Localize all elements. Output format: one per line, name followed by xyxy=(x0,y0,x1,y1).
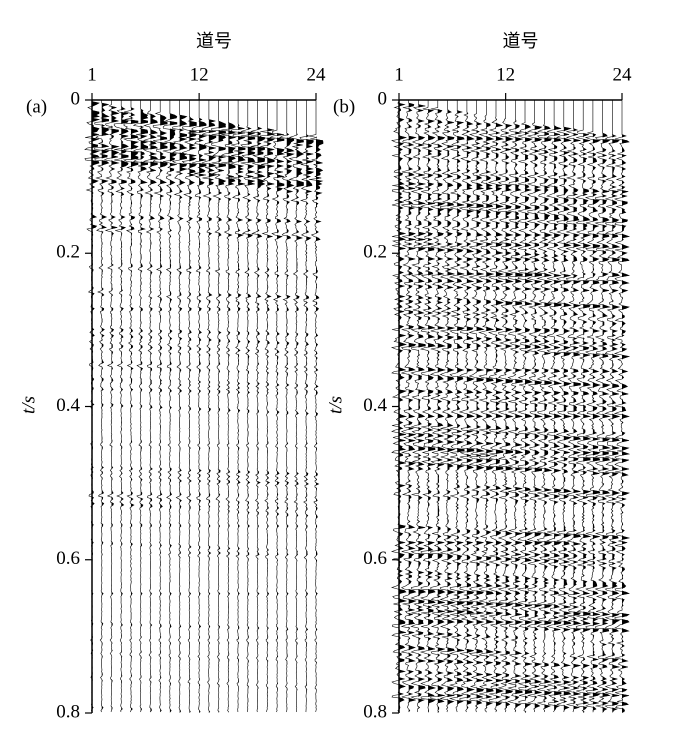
trace-wiggle xyxy=(594,100,611,713)
trace-wiggle xyxy=(191,100,208,713)
x-tick-label: 12 xyxy=(190,64,209,85)
trace-wiggle xyxy=(278,100,295,713)
y-axis-title: t/s xyxy=(325,396,346,414)
x-tick-label: 24 xyxy=(613,64,633,85)
trace-wiggle xyxy=(152,100,168,713)
trace-fill xyxy=(267,100,275,713)
trace-fill xyxy=(92,100,99,713)
trace-fill xyxy=(150,100,158,713)
trace-wiggle xyxy=(288,100,305,713)
trace-fill xyxy=(515,100,523,713)
trace-wiggle xyxy=(507,100,524,713)
trace-wiggle xyxy=(439,100,456,713)
trace-fill xyxy=(592,100,600,713)
trace-fill xyxy=(228,100,236,713)
x-tick-label: 1 xyxy=(87,64,97,85)
trace-fill xyxy=(554,100,562,713)
trace-wiggle xyxy=(468,100,485,713)
trace-wiggle xyxy=(268,100,286,713)
trace-fill xyxy=(505,100,513,713)
trace-wiggle xyxy=(211,100,227,713)
trace-wiggle xyxy=(201,100,218,713)
trace-wiggle xyxy=(536,100,553,713)
trace-wiggle xyxy=(240,100,256,713)
y-tick-label: 0 xyxy=(71,88,81,109)
trace-fill xyxy=(247,100,255,713)
trace-wiggle xyxy=(94,100,110,713)
trace-wiggle xyxy=(113,100,129,713)
trace-fill xyxy=(612,100,620,713)
trace-wiggle xyxy=(545,100,563,713)
trace-wiggle xyxy=(613,100,631,713)
trace-fill xyxy=(101,100,109,713)
trace-wiggle xyxy=(132,100,149,713)
trace-fill xyxy=(408,100,416,713)
trace-fill xyxy=(573,100,581,713)
trace-wiggle xyxy=(410,100,427,713)
trace-wiggle xyxy=(565,100,582,713)
y-tick-label: 0.6 xyxy=(363,548,387,569)
trace-wiggle xyxy=(250,100,266,713)
y-tick-label: 0.2 xyxy=(56,242,80,263)
y-tick-label: 0.8 xyxy=(363,701,387,722)
trace-wiggle xyxy=(142,100,159,713)
trace-fill xyxy=(447,100,455,713)
trace-wiggle xyxy=(181,100,198,713)
y-tick-label: 0.6 xyxy=(56,548,80,569)
x-tick-label: 12 xyxy=(496,64,515,85)
trace-fill xyxy=(277,100,284,713)
trace-wiggle xyxy=(299,100,315,713)
trace-wiggle xyxy=(122,100,140,713)
trace-wiggle xyxy=(604,100,621,713)
trace-wiggle xyxy=(555,100,572,713)
y-tick-label: 0.8 xyxy=(56,701,80,722)
trace-wiggle xyxy=(526,100,543,713)
trace-fill xyxy=(563,100,571,713)
y-tick-label: 0.4 xyxy=(363,395,387,416)
trace-fill xyxy=(428,100,436,713)
trace-wiggle xyxy=(220,100,237,713)
trace-fill xyxy=(189,100,197,713)
trace-fill xyxy=(286,100,294,713)
trace-wiggle xyxy=(171,100,188,713)
panel-label: (a) xyxy=(26,96,47,117)
trace-wiggle xyxy=(162,100,178,713)
x-axis-title: 道号 xyxy=(503,31,539,52)
x-axis-title: 道号 xyxy=(196,31,232,52)
trace-wiggle xyxy=(400,100,417,713)
y-tick-label: 0 xyxy=(378,88,388,109)
trace-wiggle xyxy=(516,100,534,713)
trace-wiggle xyxy=(429,100,446,713)
trace-wiggle xyxy=(575,100,592,713)
y-axis-title: t/s xyxy=(18,396,39,414)
trace-fill xyxy=(296,100,304,713)
trace-fill xyxy=(466,100,474,713)
trace-wiggle xyxy=(259,100,276,713)
trace-fill xyxy=(622,100,629,713)
trace-wiggle xyxy=(458,100,475,713)
trace-fill xyxy=(583,100,591,713)
x-tick-label: 1 xyxy=(394,64,404,85)
trace-fill xyxy=(257,100,265,713)
trace-fill xyxy=(199,100,207,713)
trace-wiggle xyxy=(497,100,514,713)
trace-wiggle xyxy=(478,100,495,713)
trace-wiggle xyxy=(449,100,466,713)
trace-wiggle xyxy=(487,100,505,713)
trace-wiggle xyxy=(584,100,601,713)
x-tick-label: 24 xyxy=(307,64,327,85)
trace-fill xyxy=(399,100,406,713)
y-tick-label: 0.2 xyxy=(363,242,387,263)
trace-fill xyxy=(306,100,314,713)
trace-wiggle xyxy=(308,100,324,713)
trace-wiggle xyxy=(419,100,437,713)
trace-wiggle xyxy=(103,100,120,713)
seismic-panel xyxy=(390,99,631,713)
trace-wiggle xyxy=(229,100,246,713)
seismic-panel xyxy=(84,99,324,713)
panel-label: (b) xyxy=(333,96,355,117)
y-tick-label: 0.4 xyxy=(56,395,80,416)
